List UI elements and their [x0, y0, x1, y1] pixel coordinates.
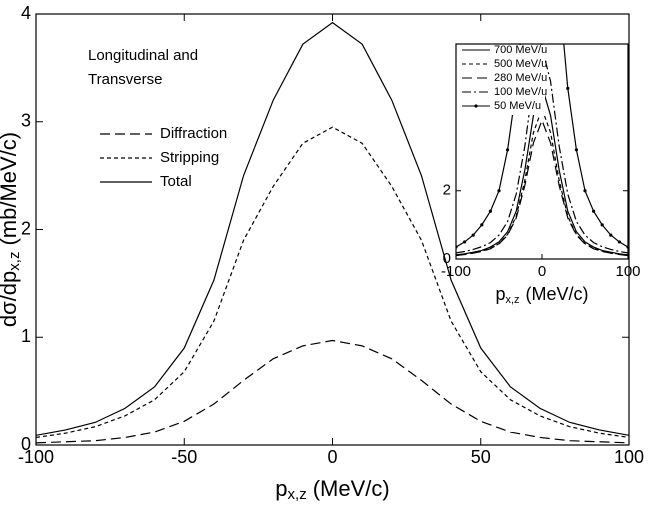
y-tick-label: 1 [21, 326, 31, 346]
series-group [36, 21, 629, 444]
axis-label-base: dσ/dp [0, 271, 21, 327]
y-tick-label: 2 [21, 218, 31, 238]
y-tick-label: 0 [443, 250, 451, 267]
x-tick-label: 0 [538, 263, 546, 280]
series-marker [471, 233, 475, 237]
series-line [36, 339, 629, 444]
x-tick-label: 100 [615, 263, 640, 280]
legend-label: Stripping [160, 149, 219, 166]
series-marker [463, 240, 467, 244]
x-tick-label: -100 [441, 263, 471, 280]
legend-label: 50 MeV/u [494, 100, 541, 112]
axis-label-base: p [495, 284, 505, 304]
legend-box [457, 45, 545, 115]
x-tick-label: -50 [171, 447, 197, 467]
series-marker [480, 223, 484, 227]
series-marker [506, 148, 510, 152]
axis-label-base: p [275, 476, 287, 501]
axis-label-unit: (mb/MeV/c) [0, 132, 21, 246]
legend-label: Diffraction [160, 125, 227, 142]
legend-label: 100 MeV/u [494, 86, 547, 98]
series-marker [609, 233, 613, 237]
axis-label-sub: x,z [6, 252, 23, 271]
series-marker [600, 223, 604, 227]
legend-label: 700 MeV/u [494, 44, 547, 56]
axis-label-unit: (MeV/c) [313, 476, 390, 501]
y-tick-label: 2 [443, 182, 451, 199]
series-marker [617, 240, 622, 244]
series-marker [497, 189, 501, 193]
legend-label: 280 MeV/u [494, 72, 547, 84]
y-tick-label: 3 [21, 111, 31, 131]
legend-label: Total [160, 173, 192, 190]
annotation: Transverse [88, 71, 162, 88]
series-line [36, 126, 629, 439]
axis-label: px,z (MeV/c) [495, 284, 588, 306]
series-marker [583, 189, 587, 193]
axis-label: px,z (MeV/c) [275, 476, 389, 503]
axis-label: dσ/dpx,z (mb/MeV/c) [0, 132, 23, 327]
series-line [36, 21, 629, 436]
legend-label: 500 MeV/u [494, 58, 547, 70]
y-tick-label: 4 [21, 3, 31, 23]
x-tick-label: 0 [327, 447, 337, 467]
y-tick-label: 0 [21, 434, 31, 454]
series-marker [592, 209, 596, 213]
series-marker [574, 148, 579, 152]
x-tick-label: -100 [18, 447, 54, 467]
x-tick-label: 100 [614, 447, 644, 467]
series-marker [488, 209, 492, 213]
series-line [456, 44, 628, 248]
axis-label-sub: x,z [505, 294, 519, 306]
axis-label-sub: x,z [288, 486, 307, 503]
axis-label-unit: (MeV/c) [526, 284, 589, 304]
x-tick-label: 50 [471, 447, 491, 467]
series-line [456, 107, 628, 256]
series-marker [566, 86, 570, 90]
legend-marker [474, 104, 478, 108]
annotation: Longitudinal and [88, 47, 198, 64]
